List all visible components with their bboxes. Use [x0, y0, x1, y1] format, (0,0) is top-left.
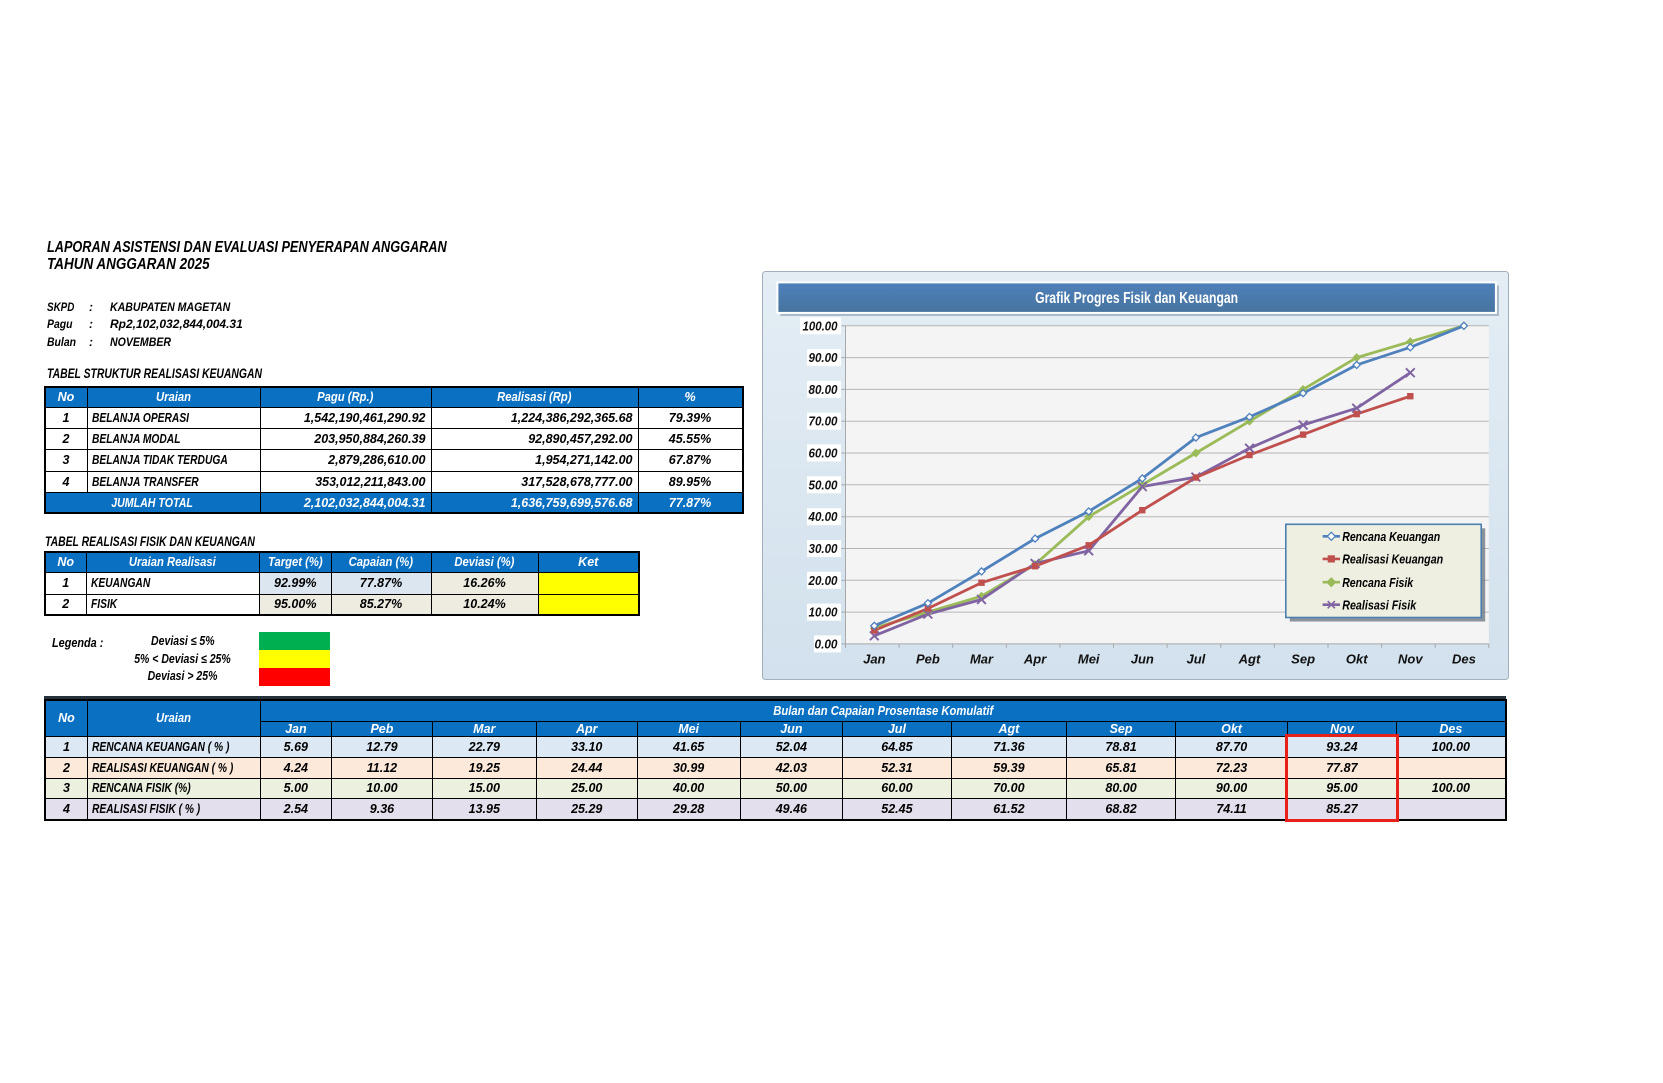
svg-text:Peb: Peb — [916, 651, 940, 666]
svg-text:Mar: Mar — [970, 651, 994, 666]
svg-text:Apr: Apr — [1023, 651, 1047, 666]
svg-text:100.00: 100.00 — [803, 319, 838, 333]
svg-text:30.00: 30.00 — [809, 542, 838, 556]
svg-text:Rencana Fisik: Rencana Fisik — [1342, 576, 1414, 590]
svg-text:Des: Des — [1452, 651, 1476, 666]
svg-text:Grafik Progres Fisik dan Keuan: Grafik Progres Fisik dan Keuangan — [1035, 290, 1238, 307]
svg-text:0.00: 0.00 — [815, 637, 838, 651]
svg-text:Jul: Jul — [1187, 651, 1206, 666]
svg-text:Agt: Agt — [1238, 651, 1261, 666]
svg-text:Nov: Nov — [1398, 651, 1423, 666]
svg-text:Rencana Keuangan: Rencana Keuangan — [1342, 530, 1440, 544]
svg-text:80.00: 80.00 — [809, 383, 838, 397]
svg-text:70.00: 70.00 — [809, 415, 838, 429]
svg-text:Jan: Jan — [863, 651, 885, 666]
svg-text:Mei: Mei — [1078, 651, 1100, 666]
svg-text:Jun: Jun — [1131, 651, 1154, 666]
svg-text:Realisasi Keuangan: Realisasi Keuangan — [1342, 553, 1443, 567]
svg-text:10.00: 10.00 — [809, 606, 838, 620]
svg-text:40.00: 40.00 — [808, 510, 838, 524]
svg-text:50.00: 50.00 — [809, 478, 838, 492]
svg-text:Realisasi Fisik: Realisasi Fisik — [1342, 598, 1417, 612]
svg-text:20.00: 20.00 — [808, 574, 838, 588]
svg-text:90.00: 90.00 — [809, 351, 838, 365]
svg-text:60.00: 60.00 — [809, 447, 838, 461]
svg-text:Sep: Sep — [1291, 651, 1315, 666]
svg-text:Okt: Okt — [1346, 651, 1368, 666]
